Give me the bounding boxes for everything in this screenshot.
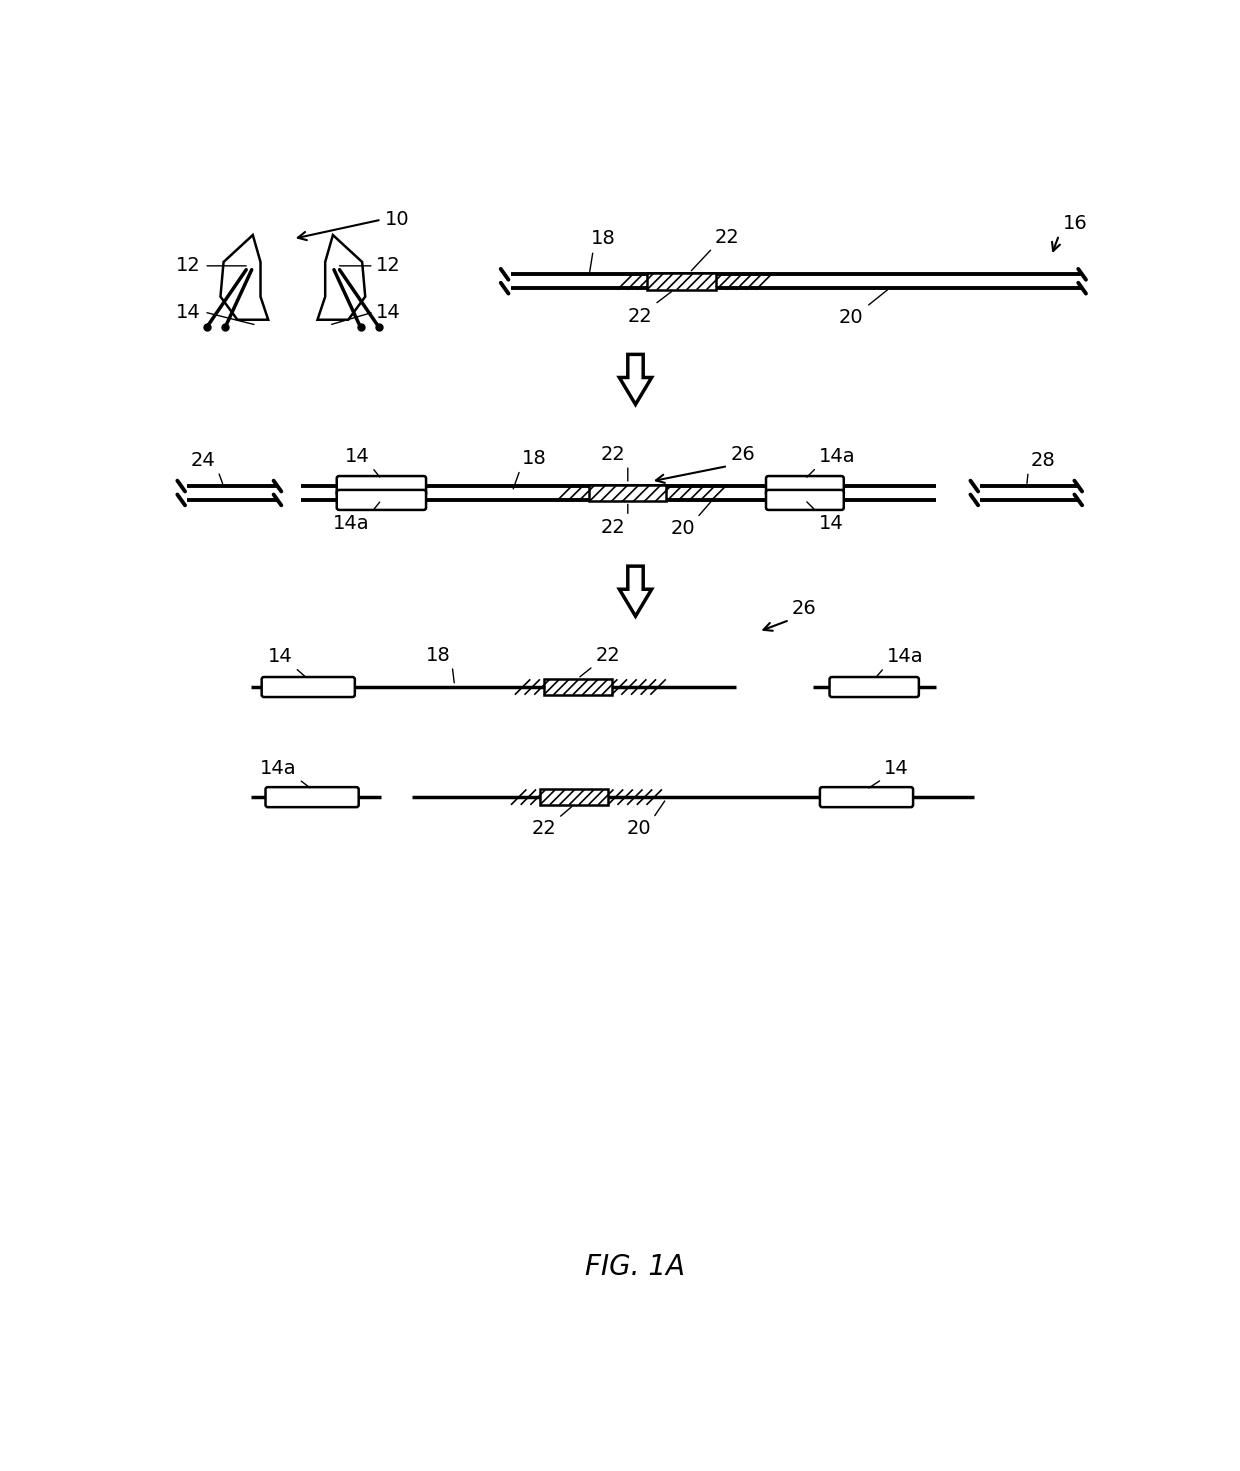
Text: 22: 22 bbox=[600, 444, 625, 463]
Bar bbox=[544, 680, 611, 694]
Text: 14a: 14a bbox=[818, 447, 856, 466]
Text: 10: 10 bbox=[386, 210, 410, 229]
Text: 14: 14 bbox=[268, 647, 293, 666]
Text: 18: 18 bbox=[427, 646, 450, 665]
Text: 20: 20 bbox=[670, 519, 694, 538]
Polygon shape bbox=[619, 355, 652, 405]
Text: 26: 26 bbox=[792, 600, 817, 618]
Text: 20: 20 bbox=[626, 819, 651, 838]
Text: 18: 18 bbox=[522, 449, 547, 468]
Text: 14a: 14a bbox=[334, 513, 370, 533]
FancyBboxPatch shape bbox=[766, 477, 843, 496]
FancyBboxPatch shape bbox=[262, 677, 355, 697]
Text: FIG. 1A: FIG. 1A bbox=[585, 1253, 686, 1281]
Text: 14: 14 bbox=[818, 513, 843, 533]
Text: 20: 20 bbox=[838, 309, 863, 327]
Text: 16: 16 bbox=[1063, 213, 1087, 232]
Bar bbox=[589, 484, 666, 502]
Text: 14a: 14a bbox=[887, 647, 923, 666]
Polygon shape bbox=[619, 566, 652, 616]
Text: 14: 14 bbox=[345, 447, 370, 466]
FancyBboxPatch shape bbox=[337, 490, 427, 510]
Text: 24: 24 bbox=[191, 452, 216, 469]
Text: 14: 14 bbox=[884, 759, 909, 778]
Text: 18: 18 bbox=[590, 229, 615, 249]
Bar bbox=[541, 790, 608, 805]
FancyBboxPatch shape bbox=[830, 677, 919, 697]
Bar bbox=[647, 272, 717, 290]
Text: 14: 14 bbox=[376, 303, 401, 322]
Text: 12: 12 bbox=[176, 256, 201, 275]
Text: 22: 22 bbox=[595, 646, 620, 665]
Polygon shape bbox=[221, 235, 268, 319]
Text: 14: 14 bbox=[176, 303, 201, 322]
Text: 22: 22 bbox=[627, 306, 652, 325]
Text: 28: 28 bbox=[1030, 452, 1055, 469]
Text: 14a: 14a bbox=[260, 759, 296, 778]
Text: 22: 22 bbox=[714, 228, 739, 247]
FancyBboxPatch shape bbox=[820, 787, 913, 808]
Text: 26: 26 bbox=[730, 446, 755, 465]
FancyBboxPatch shape bbox=[766, 490, 843, 510]
Text: 22: 22 bbox=[532, 819, 557, 838]
FancyBboxPatch shape bbox=[337, 477, 427, 496]
FancyBboxPatch shape bbox=[265, 787, 358, 808]
Text: 22: 22 bbox=[600, 518, 625, 537]
Polygon shape bbox=[317, 235, 366, 319]
Text: 12: 12 bbox=[376, 256, 401, 275]
